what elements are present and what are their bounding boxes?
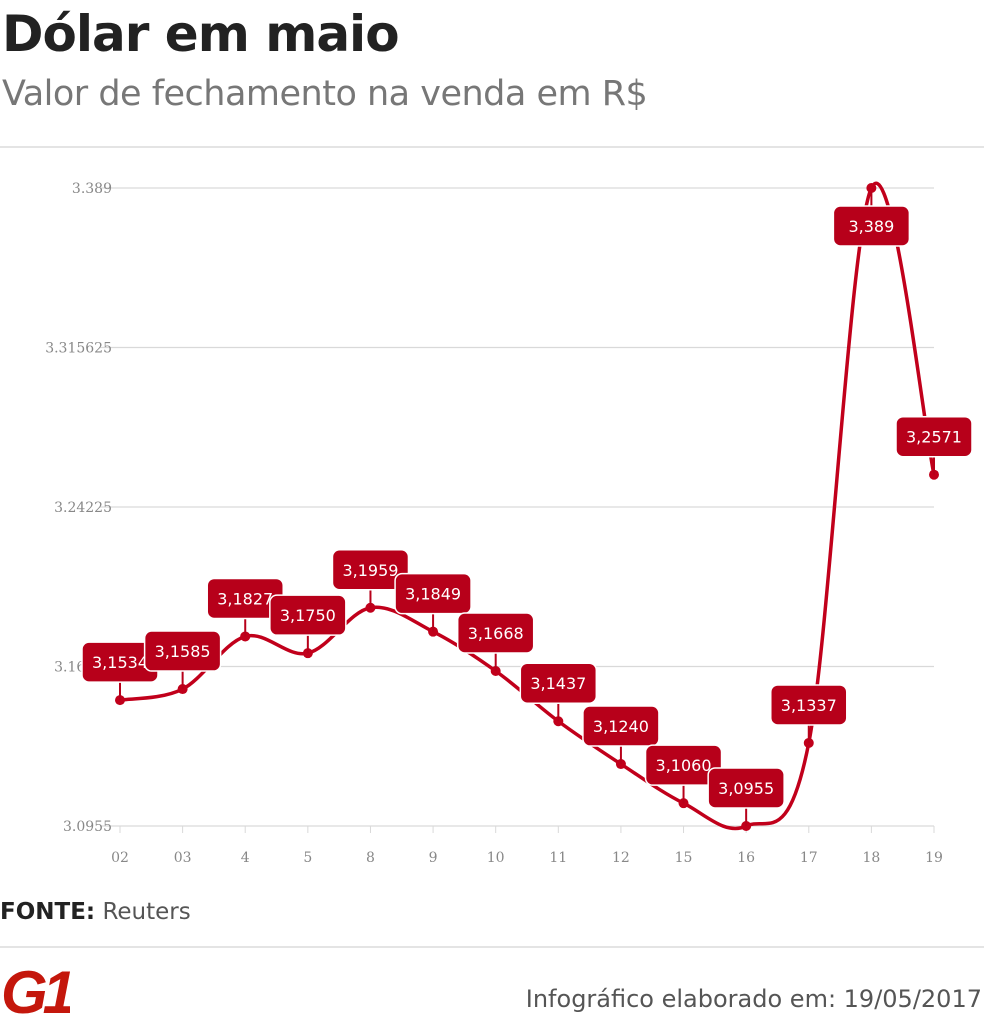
data-label-box [143,630,222,672]
data-label: 3,1240 [593,717,649,736]
source-label: FONTE: [0,899,96,925]
x-tick-label: 9 [429,850,438,866]
data-label-box [456,612,535,654]
series-line [119,181,936,831]
data-point [365,602,376,613]
bottom-divider [0,946,984,948]
data-label: 3,1827 [217,589,273,608]
data-label: 3,1337 [781,696,837,715]
line-chart: 3.3893.3156253.242253.168883.09550203458… [45,181,973,866]
y-tick-label: 3.0955 [63,819,112,835]
x-tick-label: 17 [800,850,818,866]
source-note: FONTE: Reuters [0,899,191,925]
x-tick-label: 15 [675,850,693,866]
data-label-box [331,549,410,591]
y-tick-label: 3.315625 [45,341,112,357]
x-tick-label: 03 [174,850,192,866]
g1-logo: G1 [1,962,70,1020]
data-label-box [269,594,347,636]
data-label: 3,1585 [155,642,211,661]
data-label: 3,0955 [718,779,774,798]
data-label-box [770,684,848,726]
source-value: Reuters [102,899,191,925]
data-label-box [644,744,723,786]
data-label: 3,1750 [280,606,336,625]
g1-logo-text: G1 [1,962,70,1020]
data-label: 3,1668 [468,624,524,643]
data-label: 3,2571 [906,428,962,447]
data-label-box [519,662,598,704]
x-tick-label: 11 [549,850,567,866]
data-label-box [895,415,973,458]
x-tick-label: 02 [111,850,129,866]
x-tick-label: 5 [303,850,312,866]
top-divider [0,146,984,148]
chart-subtitle: Valor de fechamento na venda em R$ [2,74,648,114]
x-tick-label: 12 [612,850,630,866]
y-tick-label: 3.389 [72,181,112,197]
data-label: 3,1849 [405,585,461,604]
x-tick-label: 19 [925,850,943,866]
data-label: 3,1534 [92,653,148,672]
x-tick-label: 16 [737,850,755,866]
data-label-box [582,705,660,747]
x-tick-label: 8 [366,850,375,866]
x-tick-label: 18 [862,850,880,866]
data-label-box [394,572,472,615]
data-label: 3,1437 [530,674,586,693]
chart-title: Dólar em maio [2,5,400,63]
data-label-box [707,767,785,809]
y-tick-label: 3.24225 [54,500,112,516]
x-tick-label: 4 [241,850,250,866]
data-point [866,183,877,193]
x-tick-label: 10 [487,850,505,866]
data-label: 3,1959 [342,561,398,580]
data-label: 3,1060 [656,756,712,775]
footer-credit: Infográfico elaborado em: 19/05/2017 [525,985,982,1013]
data-label: 3,389 [848,217,894,236]
data-label-box [832,205,911,247]
